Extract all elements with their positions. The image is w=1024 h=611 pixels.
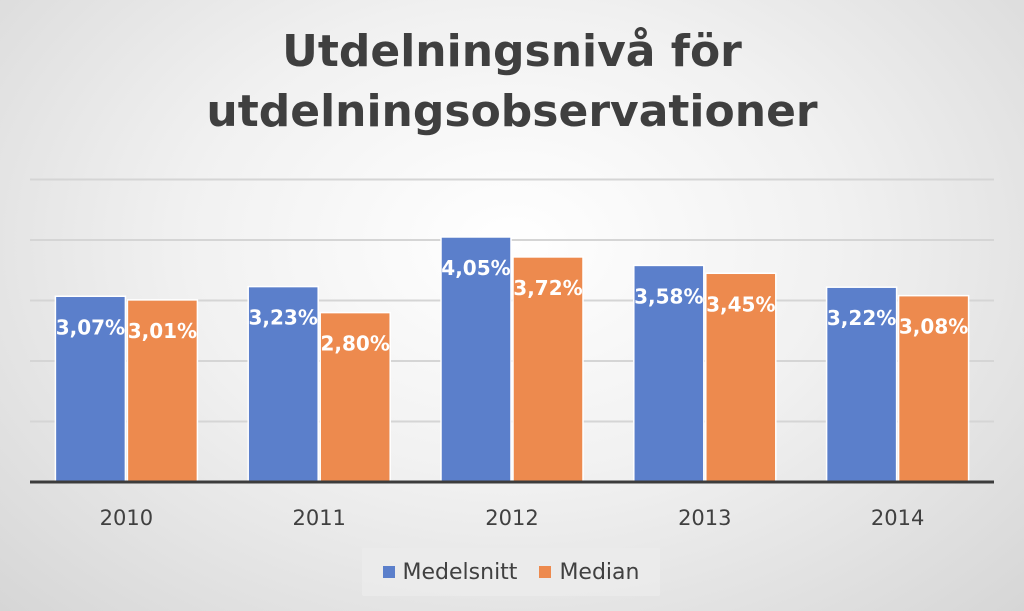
data-label-series-0-2013: 3,58% bbox=[634, 284, 703, 308]
data-label-series-0-2012: 4,05% bbox=[441, 256, 510, 280]
bar-series-0-2013 bbox=[633, 264, 705, 483]
bar-series-1-2013 bbox=[705, 272, 777, 483]
x-tick-label-2014: 2014 bbox=[871, 506, 924, 530]
legend-item-series-0: Medelsnitt bbox=[382, 559, 518, 585]
bar-series-1-2014 bbox=[897, 294, 970, 483]
x-tick-label-2010: 2010 bbox=[100, 506, 153, 530]
data-label-series-1-2010: 3,01% bbox=[128, 319, 197, 343]
legend-label-series-1: Median bbox=[559, 559, 640, 585]
bar-series-1-2012 bbox=[512, 256, 584, 483]
chart-legend: Medelsnitt Median bbox=[362, 548, 660, 596]
data-label-series-1-2012: 3,72% bbox=[513, 276, 582, 300]
bar-series-0-2012 bbox=[440, 236, 512, 483]
bar-series-0-2014 bbox=[825, 286, 898, 483]
data-label-series-1-2011: 2,80% bbox=[321, 332, 390, 356]
chart-title-line-1: Utdelningsnivå för bbox=[282, 26, 742, 77]
bar-series-1-2011 bbox=[319, 311, 391, 483]
legend-swatch-series-1 bbox=[539, 566, 552, 578]
bar-series-1-2010 bbox=[126, 299, 199, 483]
legend-swatch-series-0 bbox=[382, 566, 395, 578]
chart-title: Utdelningsnivå för utdelningsobservation… bbox=[0, 22, 1024, 142]
x-tick-label-2012: 2012 bbox=[485, 506, 538, 530]
chart-title-line-2: utdelningsobservationer bbox=[206, 86, 818, 137]
legend-label-series-0: Medelsnitt bbox=[402, 559, 518, 585]
bar-series-0-2010 bbox=[54, 295, 127, 483]
legend-item-series-1: Median bbox=[539, 560, 639, 585]
x-tick-label-2013: 2013 bbox=[678, 506, 731, 530]
bar-series-0-2011 bbox=[247, 285, 319, 483]
data-label-series-1-2013: 3,45% bbox=[706, 292, 775, 316]
data-label-series-1-2014: 3,08% bbox=[899, 315, 968, 339]
data-label-series-0-2010: 3,07% bbox=[56, 315, 125, 339]
data-label-series-0-2014: 3,22% bbox=[827, 306, 896, 330]
data-label-series-0-2011: 3,23% bbox=[249, 306, 318, 330]
x-tick-label-2011: 2011 bbox=[292, 506, 345, 530]
